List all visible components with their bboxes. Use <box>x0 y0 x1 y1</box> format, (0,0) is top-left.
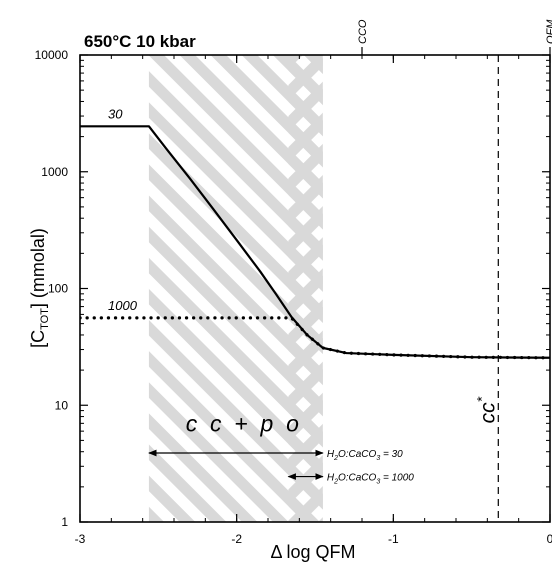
ratio-label-part: H <box>327 473 335 484</box>
cc-label-main: cc <box>476 402 499 424</box>
ratio-label-part: 2 <box>333 455 338 462</box>
ratio-label-30: H2O:CaCO3 = 30 <box>327 449 403 462</box>
y-axis-title-rest: ] (mmolal) <box>28 228 48 308</box>
top-marker-label: CCO <box>357 19 369 44</box>
cc-label-superscript: * <box>473 396 489 402</box>
y-tick-label: 10000 <box>35 48 69 62</box>
ratio-label-1000: H2O:CaCO3 = 1000 <box>327 473 414 486</box>
series-line-1000 <box>80 316 550 360</box>
cc-label: cc* <box>473 396 499 423</box>
x-tick-label: -2 <box>231 532 242 546</box>
y-axis-title: [CTOT] (mmolal) <box>28 228 51 348</box>
y-tick-label: 10 <box>55 398 69 412</box>
top-marker-label: QFM <box>545 19 552 44</box>
x-tick-labels: -3 -2 -1 0 <box>75 532 552 546</box>
axis-ticks <box>79 54 551 523</box>
curve-label: 1000 <box>108 298 138 313</box>
series-line-30 <box>80 125 550 359</box>
ratio-label-part: O:CaCO <box>338 473 377 484</box>
ratio-label-part: 3 <box>376 479 380 486</box>
y-tick-label: 1 <box>61 515 68 529</box>
phase-label: c c + p o <box>186 410 299 436</box>
y-tick-labels: 1 10 100 1000 10000 <box>35 48 69 529</box>
x-tick-label: -1 <box>388 532 399 546</box>
shaded-regions <box>148 55 323 522</box>
shaded-region-2-cross <box>288 55 323 522</box>
ratio-label-part: O:CaCO <box>338 449 377 460</box>
x-tick-label: 0 <box>547 532 552 546</box>
data-series <box>80 125 550 360</box>
y-tick-label: 100 <box>48 282 68 296</box>
curve-label: 30 <box>108 106 123 121</box>
ratio-label-part: = 1000 <box>380 473 414 484</box>
x-tick-label: -3 <box>75 532 86 546</box>
chart-title: 650°C 10 kbar <box>84 32 196 51</box>
y-axis-title-sub: TOT <box>39 308 51 330</box>
ratio-label-part: 2 <box>333 479 338 486</box>
y-axis-title-main: [C <box>28 330 48 348</box>
ratio-label-part: 3 <box>376 455 380 462</box>
ratio-label-part: H <box>327 449 335 460</box>
ratio-label-part: = 30 <box>380 449 403 460</box>
y-tick-label: 1000 <box>41 165 68 179</box>
x-axis-title: Δ log QFM <box>270 542 355 562</box>
top-markers: CCO QFM <box>357 19 552 55</box>
